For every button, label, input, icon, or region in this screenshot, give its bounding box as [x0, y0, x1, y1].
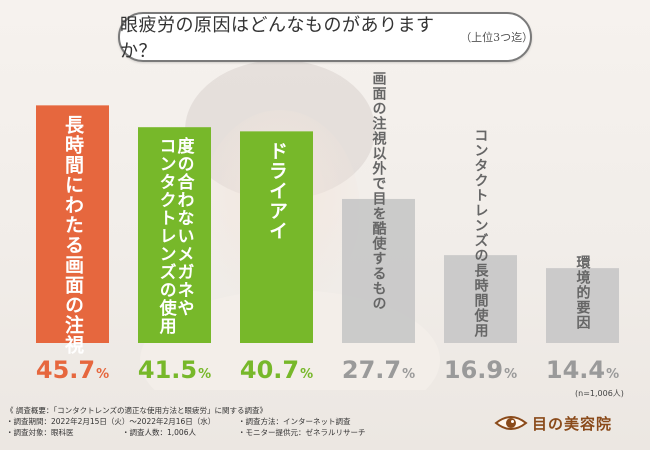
bar-2	[138, 127, 211, 343]
chart-title: 眼疲労の原因はどんなものがありますか？	[120, 15, 435, 62]
bar-label-line: 環境的要因	[574, 255, 591, 331]
survey-method: ・調査方法：インターネット調査	[238, 417, 351, 426]
bar-3	[240, 131, 313, 343]
bar-1	[36, 105, 109, 343]
bar-5	[444, 255, 517, 343]
value-unit: %	[504, 367, 518, 382]
bar-label-line: 長時間にわたる画面の注視	[61, 115, 84, 356]
bar-label-1: 長時間にわたる画面の注視	[61, 115, 84, 356]
bar-4	[342, 198, 415, 343]
survey-target: ・調査対象：眼科医	[6, 428, 74, 437]
bar-label-line: コンタクトレンズの使用	[155, 137, 176, 336]
survey-heading: 《 調査概要：「コンタクトレンズの適正な使用方法と眼疲労」に関する調査》	[6, 406, 267, 415]
bar-label-line: 度の合わないメガネや	[173, 137, 194, 318]
value-number: 45.7	[35, 356, 96, 384]
eye-icon	[494, 416, 528, 430]
value-unit: %	[198, 367, 212, 382]
survey-period: ・調査期間：2022年2月15日（火）～2022年2月16日（水）	[6, 417, 216, 426]
bar-label-6: 環境的要因	[574, 255, 591, 331]
bar-label-5: コンタクトレンズの長時間使用	[472, 128, 489, 339]
value-number: 40.7	[239, 356, 300, 384]
bar-label-3: ドライアイ	[265, 141, 288, 242]
value-number: 14.4	[545, 356, 606, 384]
bar-label-line: コンタクトレンズの長時間使用	[472, 128, 489, 339]
value-label-6: 14.4%	[541, 356, 625, 384]
bar-label-4: 画面の注視以外で目を酷使するもの	[370, 70, 387, 311]
brand-logo: 目の美容院	[494, 412, 612, 434]
value-unit: %	[402, 367, 416, 382]
survey-count: ・調査人数：1,006人	[122, 428, 196, 437]
value-unit: %	[300, 367, 314, 382]
bar-label-line: ドライアイ	[265, 141, 288, 242]
value-number: 41.5	[137, 356, 198, 384]
bar-label-2: 度の合わないメガネや コンタクトレンズの使用	[155, 137, 194, 336]
sample-size-note: (n=1,006人)	[575, 389, 624, 398]
value-label-1: 45.7%	[31, 356, 115, 384]
chart-subtitle: （上位3つ迄）	[460, 31, 534, 44]
value-label-3: 40.7%	[235, 356, 319, 384]
bar-label-line: 画面の注視以外で目を酷使するもの	[370, 70, 387, 311]
value-unit: %	[606, 367, 620, 382]
value-label-2: 41.5%	[133, 356, 217, 384]
bar-6	[546, 268, 619, 343]
value-number: 16.9	[443, 356, 504, 384]
logo-text: 目の美容院	[532, 414, 613, 433]
value-unit: %	[96, 367, 110, 382]
value-number: 27.7	[341, 356, 402, 384]
survey-overview: 《 調査概要：「コンタクトレンズの適正な使用方法と眼疲労」に関する調査》 ・調査…	[6, 405, 486, 438]
chart-title-box: 眼疲労の原因はどんなものがありますか？ （上位3つ迄）	[118, 12, 534, 62]
survey-provider: ・モニター提供元：ゼネラルリサーチ	[238, 428, 366, 437]
value-label-4: 27.7%	[337, 356, 421, 384]
value-label-5: 16.9%	[439, 356, 523, 384]
